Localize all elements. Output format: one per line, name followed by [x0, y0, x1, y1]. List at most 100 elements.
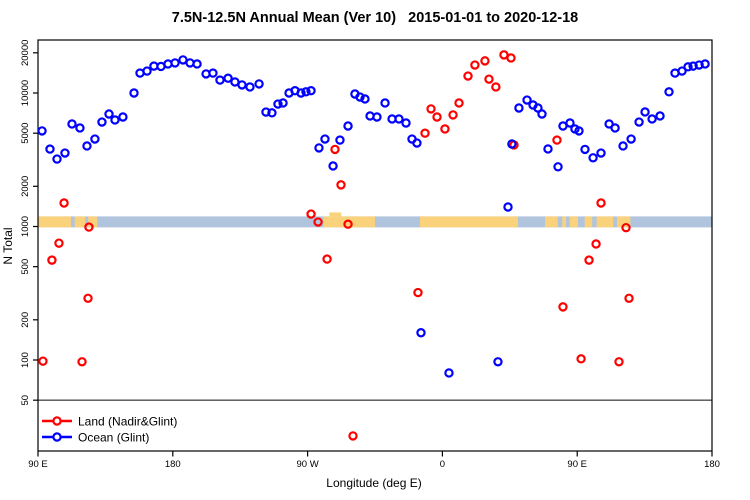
data-point — [306, 86, 316, 96]
data-point — [553, 162, 563, 172]
data-point — [215, 75, 225, 85]
land-patch — [584, 216, 593, 228]
data-point — [634, 117, 644, 127]
data-point — [576, 354, 586, 364]
land-patch — [616, 216, 631, 228]
data-point — [444, 368, 454, 378]
data-point — [618, 141, 628, 151]
data-point — [118, 112, 128, 122]
land-series — [38, 50, 634, 441]
data-point — [45, 144, 55, 154]
data-point — [314, 143, 324, 153]
chart-title: 7.5N-12.5N Annual Mean (Ver 10) 2015-01-… — [171, 10, 579, 26]
data-point — [432, 112, 442, 122]
data-point — [480, 56, 490, 66]
data-point — [313, 217, 323, 227]
data-point — [454, 98, 464, 108]
data-point — [614, 357, 624, 367]
data-point — [596, 148, 606, 158]
data-point — [52, 154, 62, 164]
data-point — [448, 110, 458, 120]
data-point — [591, 239, 601, 249]
x-tick-label: 180 — [165, 459, 181, 470]
y-tick-label: 500 — [20, 259, 31, 275]
y-tick-label: 1000 — [20, 216, 31, 237]
map-band — [38, 212, 712, 228]
x-tick-label: 90 E — [567, 459, 587, 470]
y-tick-label: 50 — [20, 395, 31, 406]
legend-label: Land (Nadir&Glint) — [78, 415, 177, 429]
data-point — [640, 107, 650, 117]
data-point — [584, 255, 594, 265]
data-point — [537, 109, 547, 119]
data-point — [506, 53, 516, 63]
land-patch — [596, 216, 614, 228]
data-point — [104, 109, 114, 119]
data-point — [330, 144, 340, 155]
data-point — [75, 123, 85, 133]
data-point — [192, 59, 202, 69]
y-tick-label: 5000 — [20, 123, 31, 144]
x-tick-label: 0 — [440, 459, 445, 470]
data-point — [700, 59, 710, 69]
land-patch — [419, 216, 519, 228]
data-point — [624, 293, 634, 303]
data-point — [522, 95, 532, 105]
data-point — [67, 119, 77, 129]
land-patch — [329, 212, 342, 217]
data-point — [558, 302, 568, 312]
data-point — [90, 134, 100, 144]
plot-box — [37, 39, 713, 452]
land-patch — [323, 216, 375, 228]
x-axis-title: Longitude (deg E) — [326, 476, 421, 490]
data-point — [142, 66, 152, 76]
data-point — [37, 126, 47, 136]
data-point — [296, 88, 306, 98]
data-point — [626, 134, 636, 144]
data-point — [223, 73, 233, 83]
data-point — [588, 153, 598, 163]
data-point — [647, 114, 657, 124]
y-tick-label: 200 — [20, 312, 31, 328]
data-point — [440, 124, 450, 134]
data-point — [420, 128, 430, 138]
data-point — [355, 92, 365, 102]
data-point — [84, 222, 94, 232]
x-tick-label: 180 — [704, 459, 720, 470]
data-point — [83, 293, 93, 303]
data-point — [54, 238, 64, 248]
land-patch — [569, 216, 578, 228]
data-point — [380, 98, 390, 108]
y-axis: 50 100 200 500 1000 2000 5000 10000 20000 — [20, 40, 38, 406]
legend-marker — [52, 416, 62, 426]
data-point — [360, 94, 370, 104]
data-point — [514, 103, 524, 113]
y-axis-title: N Total — [1, 227, 15, 264]
data-point — [77, 357, 87, 367]
data-point — [59, 198, 69, 208]
data-point — [507, 139, 517, 149]
data-point — [664, 87, 674, 97]
x-axis: 90 E 180 90 W 0 90 E 180 — [28, 451, 720, 470]
data-point — [38, 356, 48, 366]
data-point — [328, 161, 338, 171]
data-point — [245, 82, 255, 92]
data-point — [394, 114, 404, 124]
y-tick-label: 100 — [20, 352, 31, 368]
data-point — [596, 198, 606, 208]
data-point — [533, 103, 543, 113]
data-point — [677, 66, 687, 76]
x-tick-label: 90 W — [297, 459, 319, 470]
data-point — [683, 62, 693, 72]
data-point — [552, 135, 562, 145]
data-point — [306, 209, 316, 219]
y-tick-label: 10000 — [20, 80, 31, 106]
data-point — [412, 138, 422, 148]
land-patch — [562, 216, 566, 228]
x-tick-label: 90 E — [28, 459, 48, 470]
land-patch — [88, 216, 98, 228]
data-point — [170, 58, 180, 68]
legend: Land (Nadir&Glint) Ocean (Glint) — [42, 415, 177, 445]
land-patch — [38, 216, 71, 228]
